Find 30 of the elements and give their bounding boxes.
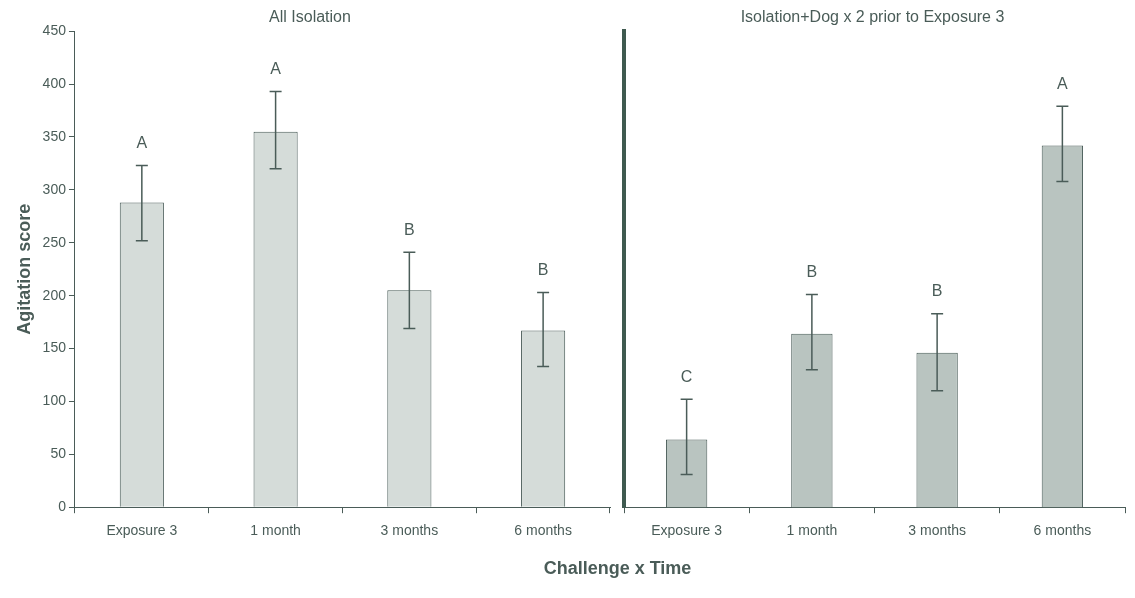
chart-title: All Isolation (269, 8, 351, 26)
y-tick-label: 150 (42, 339, 67, 356)
x-tick-label: 1 month (786, 522, 838, 539)
y-tick-label: 450 (42, 22, 67, 39)
y-axis-title: Agitation score (13, 203, 34, 335)
x-tick-label: 3 months (908, 522, 966, 539)
x-tick-label: Exposure 3 (106, 522, 178, 539)
y-tick-label: 50 (50, 445, 67, 462)
x-tick-label: 6 months (514, 522, 572, 539)
x-axis-title: Challenge x Time (542, 558, 693, 579)
x-tick-label: 3 months (380, 522, 439, 539)
annotation: C (680, 367, 693, 385)
y-tick-label: 200 (42, 286, 67, 303)
x-tick-label: Exposure 3 (651, 522, 723, 539)
annotation: A (136, 133, 148, 151)
annotation: A (1057, 74, 1069, 92)
y-tick-label: 400 (42, 74, 67, 91)
annotation: B (404, 220, 415, 238)
x-tick-label: 1 month (250, 522, 301, 539)
y-tick-label: 100 (42, 392, 67, 409)
annotation: A (270, 59, 282, 77)
y-tick-label: 350 (42, 127, 67, 144)
annotation: B (931, 282, 943, 300)
y-tick-label: 250 (42, 233, 67, 250)
annotation: B (806, 262, 818, 280)
x-tick-label: 6 months (1033, 522, 1092, 539)
annotation: B (537, 260, 549, 278)
y-tick-label: 300 (42, 180, 67, 197)
chart-title: Isolation+Dog x 2 prior to Exposure 3 (740, 8, 1005, 26)
y-tick-label: 0 (58, 498, 67, 515)
